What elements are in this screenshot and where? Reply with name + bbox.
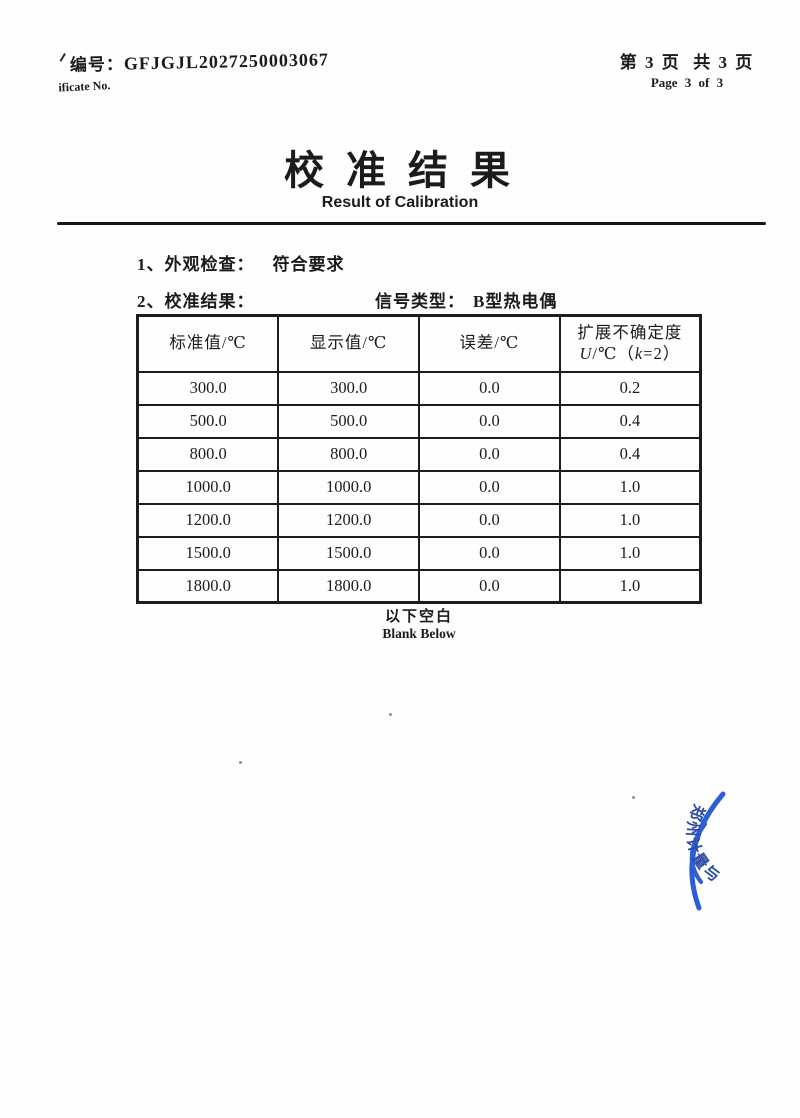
table-cell: 800.0 xyxy=(277,436,420,472)
table-row: 1800.0 1800.0 0.0 1.0 xyxy=(136,568,702,604)
stamp-text: 郑州计量与 xyxy=(683,802,726,887)
page-title-cn: 校 准 结 果 xyxy=(284,148,516,193)
table-cell: 0.0 xyxy=(418,436,561,472)
table-cell: 0.4 xyxy=(558,436,702,472)
signal-type-label: 信号类型： xyxy=(375,292,465,311)
certificate-number-block: 编号：GFJGJL2027250003067 ificate No. xyxy=(58,45,330,94)
table-cell: 0.0 xyxy=(418,469,561,505)
blank-below-en: Blank Below xyxy=(382,626,456,641)
table-row: 300.0 300.0 0.0 0.2 xyxy=(136,370,702,406)
table-cell: 0.0 xyxy=(418,535,561,571)
table-header-row: 标准值/℃ 显示值/℃ 误差/℃ 扩展不确定度 U/℃（k=2） xyxy=(136,314,702,373)
header-uncertainty-line1: 扩展不确定度 xyxy=(577,323,683,343)
table-cell: 1.0 xyxy=(558,568,702,604)
item2-label: 2、校准结果： xyxy=(137,292,255,311)
table-row: 1500.0 1500.0 0.0 1.0 xyxy=(136,535,702,571)
stamp-graphic: 郑州计量与 xyxy=(683,791,726,911)
table-cell: 1500.0 xyxy=(277,535,420,571)
table-cell: 300.0 xyxy=(277,370,420,406)
table-cell: 1.0 xyxy=(558,535,702,571)
table-cell: 1000.0 xyxy=(277,469,420,505)
table-cell: 0.0 xyxy=(418,403,561,439)
table-row: 1200.0 1200.0 0.0 1.0 xyxy=(136,502,702,538)
item1-value: 符合要求 xyxy=(272,255,345,274)
table-cell: 0.4 xyxy=(558,403,702,439)
blank-below-cn: 以下空白 xyxy=(384,609,453,625)
header-error: 误差/℃ xyxy=(418,314,561,373)
table-cell: 1.0 xyxy=(558,469,702,505)
stamp-inner-arc xyxy=(689,821,708,885)
header-displayed-value: 显示值/℃ xyxy=(277,314,420,373)
scan-artifact-mark xyxy=(59,52,66,62)
item-appearance-check: 1、外观检查： 符合要求 xyxy=(137,250,345,275)
signal-type-block: 信号类型： B型热电偶 xyxy=(375,287,557,312)
table-cell: 1500.0 xyxy=(136,535,280,571)
table-cell: 1200.0 xyxy=(136,502,280,538)
table-cell: 0.2 xyxy=(558,370,702,406)
scan-speck xyxy=(239,761,242,764)
table-cell: 1200.0 xyxy=(277,502,420,538)
item1-label: 1、外观检查： xyxy=(137,255,255,274)
table-cell: 500.0 xyxy=(277,403,420,439)
table-row: 1000.0 1000.0 0.0 1.0 xyxy=(136,469,702,505)
table-cell: 1800.0 xyxy=(136,568,280,604)
table-row: 800.0 800.0 0.0 0.4 xyxy=(136,436,702,472)
scan-speck xyxy=(389,713,392,716)
certificate-no-label-cn: 编号： xyxy=(69,54,125,75)
table-body: 300.0 300.0 0.0 0.2 500.0 500.0 0.0 0.4 800.0 800… xyxy=(136,370,702,604)
table-row: 500.0 500.0 0.0 0.4 xyxy=(136,403,702,439)
table-cell: 1.0 xyxy=(558,502,702,538)
table-cell: 500.0 xyxy=(136,403,280,439)
page-title-en: Result of Calibration xyxy=(321,194,479,211)
table-cell: 1800.0 xyxy=(277,568,420,604)
table-cell: 0.0 xyxy=(418,502,561,538)
table-cell: 300.0 xyxy=(136,370,280,406)
calibration-results-table: 标准值/℃ 显示值/℃ 误差/℃ 扩展不确定度 U/℃（k=2） 300.0 30… xyxy=(136,314,702,604)
signal-type-value: B型热电偶 xyxy=(473,292,558,311)
header-uncertainty-line2: U/℃（k=2） xyxy=(579,343,681,363)
header-standard-value: 标准值/℃ xyxy=(136,314,280,373)
page-number-cn: 第 3 页 共 3 页 xyxy=(619,53,755,72)
table-cell: 0.0 xyxy=(418,370,561,406)
scan-speck xyxy=(632,796,635,799)
table-cell: 1000.0 xyxy=(136,469,280,505)
table-cell: 0.0 xyxy=(418,568,561,604)
official-stamp: 郑州计量与 xyxy=(635,768,780,928)
page-number-block: 第 3 页 共 3 页 Page 3 of 3 xyxy=(612,48,762,91)
item-calibration-result: 2、校准结果： xyxy=(137,287,255,312)
page-number-en: Page 3 of 3 xyxy=(650,75,724,90)
table-cell: 800.0 xyxy=(136,436,280,472)
header-expanded-uncertainty: 扩展不确定度 U/℃（k=2） xyxy=(558,314,702,373)
divider-line xyxy=(57,222,766,225)
